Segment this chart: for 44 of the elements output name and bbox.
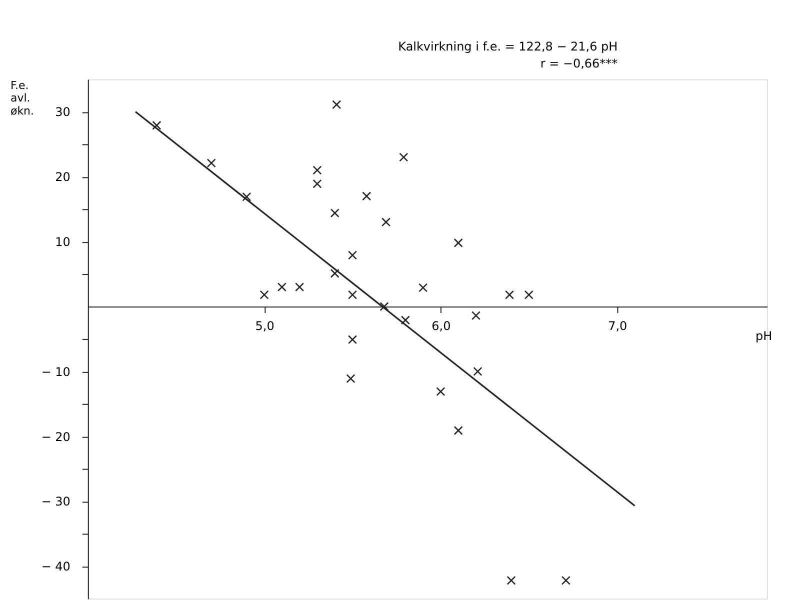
y-tick-label: − 40	[41, 560, 70, 574]
y-tick-label: 10	[55, 235, 70, 250]
text: Kalkvirkning i f.e. = 122,8 − 21,6 pH	[398, 39, 618, 54]
y-tick-label: − 20	[41, 430, 70, 444]
y-tick-label: − 10	[41, 364, 70, 379]
point	[380, 302, 389, 312]
y-axis-title: F.e. avl. økn.	[10, 78, 34, 118]
point	[277, 282, 286, 292]
point	[312, 166, 322, 175]
point	[561, 576, 570, 585]
point	[504, 290, 514, 300]
point	[362, 192, 372, 201]
point	[330, 208, 340, 218]
point	[152, 120, 162, 130]
point	[473, 366, 482, 376]
point	[206, 158, 216, 168]
point	[242, 192, 252, 202]
point	[400, 316, 410, 325]
text: r = −0,66***	[540, 56, 618, 70]
point	[346, 374, 356, 384]
point	[454, 238, 463, 248]
point	[471, 311, 480, 320]
y-tick-label: 20	[55, 170, 70, 184]
x-tick-label: 5,0	[255, 318, 274, 333]
point	[454, 426, 463, 436]
point	[348, 290, 358, 300]
point	[332, 100, 342, 110]
point	[381, 218, 391, 227]
x-tick-label: 6,0	[432, 318, 451, 333]
point	[330, 268, 340, 278]
y-tick-label: 30	[55, 105, 70, 120]
point	[506, 576, 516, 585]
point	[524, 290, 534, 300]
point	[436, 387, 446, 396]
point	[348, 335, 358, 344]
point	[312, 179, 322, 188]
point	[399, 152, 408, 162]
x-tick-label: 7,0	[608, 318, 628, 333]
point	[348, 250, 358, 260]
y-tick-label: − 30	[41, 494, 70, 509]
point	[295, 282, 304, 292]
x-axis-title: pH	[756, 328, 772, 343]
point	[260, 290, 269, 300]
point	[418, 283, 428, 292]
